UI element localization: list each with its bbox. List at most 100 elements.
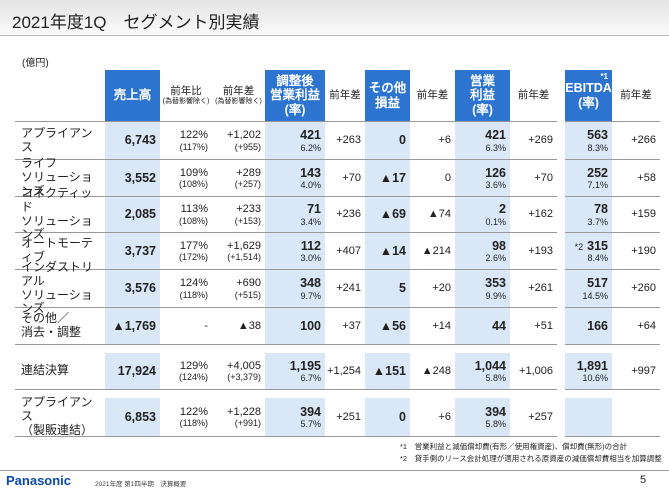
cell: 112 3.0% — [265, 233, 325, 270]
cell: +241 — [325, 270, 365, 308]
cell: ▲69 — [365, 197, 410, 233]
cell: +58 — [612, 160, 660, 197]
header-text: EBITDA — [565, 81, 612, 96]
cell-main: 122% — [180, 129, 208, 142]
footer-line — [0, 470, 669, 471]
cell-main: 44 — [492, 319, 506, 333]
cell-value: 122% — [179, 405, 208, 418]
cell: +159 — [612, 197, 660, 233]
cell-sub: 10.6% — [582, 373, 608, 384]
cell-value: 348 — [300, 276, 321, 291]
row-name-line: ライフ — [21, 156, 58, 171]
cell-value: 44 — [492, 318, 506, 333]
cell-value: 98 — [492, 238, 506, 253]
cell-main: 0 — [399, 410, 406, 424]
cell: 5 — [365, 270, 410, 308]
cell-main: ▲56 — [380, 319, 406, 333]
cell-value: 5 — [399, 281, 406, 296]
cell: 0 — [365, 122, 410, 160]
row-name-line: 消去・調整 — [21, 325, 82, 339]
cell-main: 421 — [300, 128, 321, 142]
cell-main: +162 — [528, 208, 553, 221]
cell-value: +289 — [236, 166, 261, 179]
cell-main: 394 — [485, 405, 506, 419]
cell-value: 78 — [594, 202, 608, 217]
footnote: *2 貸手側のリース会計処理が適用される原資産の減価償却費相当を加算調整 — [400, 454, 662, 463]
cell-value: +997 — [631, 364, 656, 377]
cell-value: +1,006 — [519, 364, 553, 377]
cell-main: +193 — [528, 245, 553, 258]
cell-value: 0 — [399, 409, 406, 424]
cell-sub: (117%) — [179, 141, 208, 152]
cell-value: 6,853 — [124, 409, 156, 424]
row-name-line: ソリューションズ — [21, 287, 93, 316]
cell: +257 — [510, 398, 557, 437]
cell-value: 315 — [587, 238, 608, 253]
cell: 78 3.7% — [565, 197, 612, 233]
cell-value: +236 — [336, 208, 361, 221]
cell-value: 563 — [587, 128, 608, 143]
cell-main: 563 — [587, 128, 608, 142]
cell-main: +1,254 — [327, 365, 361, 378]
cell-main: +70 — [534, 172, 553, 185]
cell-main: +690 — [236, 277, 261, 290]
cell-value: 122% — [179, 129, 208, 141]
header-text: 損益 — [374, 95, 400, 110]
cell-value: 143 — [300, 165, 321, 180]
cell-main: 98 — [492, 239, 506, 253]
cell-main: 122% — [180, 406, 208, 419]
cell-value: 252 — [587, 165, 608, 180]
cell-value: ▲56 — [379, 318, 406, 333]
cell: ▲14 — [365, 233, 410, 270]
cell-sub: 8.3% — [587, 142, 608, 153]
header-cell: EBITDA (率) *1 — [565, 70, 612, 122]
cell-main: 6,743 — [125, 133, 156, 147]
header-text: (率) — [472, 102, 493, 117]
cell-main: ▲74 — [428, 208, 451, 221]
cell-value: 126 — [485, 165, 506, 180]
cell-sub: 3.0% — [300, 253, 321, 264]
cell-sub: (172%) — [178, 252, 208, 263]
cell-value: +70 — [534, 171, 553, 184]
cell-main: +70 — [342, 172, 361, 185]
cell-value: 71 — [307, 202, 321, 217]
cell: 353 9.9% — [455, 270, 510, 308]
cell: 252 7.1% — [565, 160, 612, 197]
cell-sub: 5.7% — [300, 419, 321, 430]
cell: +193 — [510, 233, 557, 270]
cell: ▲151 — [365, 353, 410, 390]
cell: +236 — [325, 197, 365, 233]
cell: +269 — [510, 122, 557, 160]
cell-value: ▲74 — [427, 208, 451, 221]
cell-main: 177% — [180, 240, 208, 253]
cell: 0 — [410, 160, 455, 197]
footnotes: *1 営業利益と減価償却費(有形／使用権資産)、償却費(無形)の合計 *2 貸手… — [400, 441, 662, 465]
header-cell: 前年差 — [410, 70, 455, 122]
header-text: 調整後 — [276, 73, 314, 88]
cell-sub: (+3,379) — [227, 372, 261, 383]
cell: +1,228 (+991) — [212, 398, 265, 437]
cell: ▲17 — [365, 160, 410, 197]
cell-main: +14 — [432, 320, 451, 333]
cell-main: +263 — [336, 134, 361, 147]
cell-value: 353 — [485, 276, 506, 291]
header-note: *1 — [600, 72, 608, 81]
cell-value: 100 — [300, 318, 321, 333]
cell-value: 166 — [587, 318, 608, 333]
cell-main: +37 — [342, 320, 361, 333]
cell-main: ▲214 — [422, 245, 451, 258]
logo: Panasonic — [6, 473, 72, 488]
cell-main: 348 — [300, 276, 321, 290]
cell-main: +190 — [631, 245, 656, 258]
cell-main: *2 315 — [575, 239, 608, 253]
header-text: (率) — [578, 95, 599, 110]
cell-main: 126 — [485, 166, 506, 180]
cell-main: 3,737 — [125, 244, 156, 258]
cell: ▲74 — [410, 197, 455, 233]
header-cell: 前年差 — [325, 70, 365, 122]
cell-value: ▲69 — [379, 207, 406, 222]
cell-main: +241 — [336, 282, 361, 295]
cell-sub: (118%) — [179, 289, 208, 300]
cell-value: 1,195 — [289, 358, 321, 373]
